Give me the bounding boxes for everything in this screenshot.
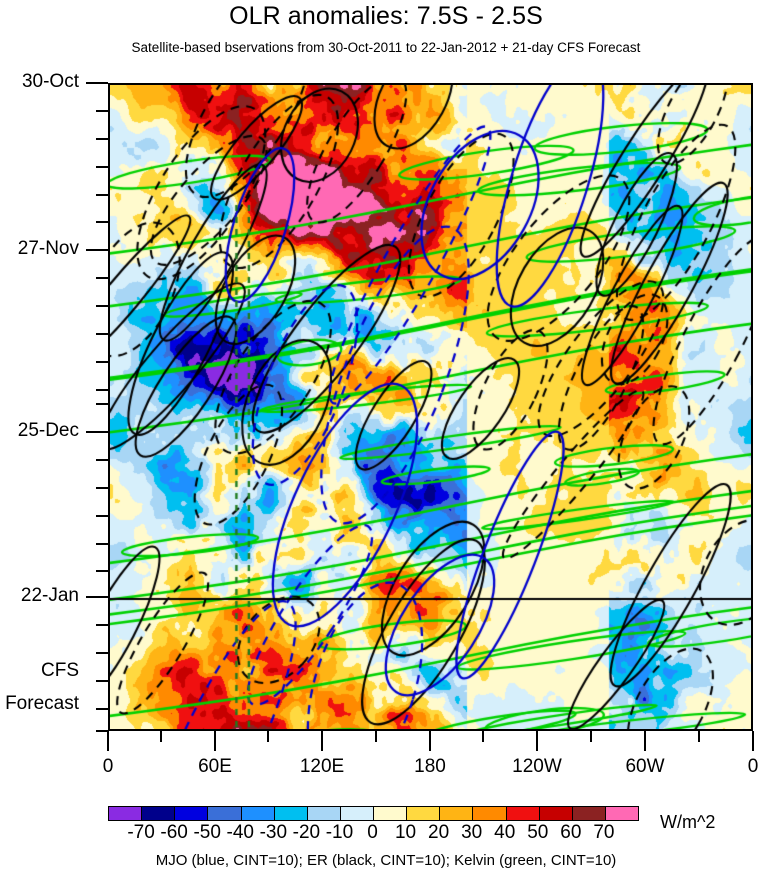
colorbar-tick-label: 40 (494, 822, 516, 843)
x-tick-major (107, 731, 109, 751)
y-tick-minor (96, 361, 108, 363)
x-tick-minor (375, 731, 377, 742)
y-tick-minor (96, 138, 108, 140)
colorbar-tick-label: -70 (127, 822, 155, 843)
y-tick-minor (96, 680, 108, 682)
colorbar-swatch (207, 807, 241, 820)
colorbar-tick-label: -50 (193, 822, 221, 843)
colorbar-tick-label: -40 (226, 822, 254, 843)
y-tick-minor (96, 389, 108, 391)
x-axis-label: 120W (512, 756, 562, 777)
colorbar-swatch (109, 807, 142, 820)
y-tick-minor (96, 305, 108, 307)
colorbar-swatch (604, 807, 638, 820)
y-tick-minor (96, 277, 108, 279)
colorbar-tick-label: 0 (367, 822, 378, 843)
colorbar-tick-label: 70 (593, 822, 615, 843)
colorbar-swatch (174, 807, 208, 820)
page-title: OLR anomalies: 7.5S - 2.5S (229, 2, 543, 30)
y-axis-label: 30-Oct (21, 71, 79, 92)
colorbar-tick-label: -60 (160, 822, 188, 843)
colorbar-swatch (538, 807, 572, 820)
colorbar-swatch (505, 807, 539, 820)
x-tick-minor (590, 731, 592, 742)
x-axis-label: 60W (625, 756, 665, 777)
x-axis-label: 120E (299, 756, 345, 777)
y-tick-minor (96, 221, 108, 223)
colorbar (108, 806, 639, 821)
wave-contour-overlay (110, 85, 751, 729)
colorbar-tick-label: 50 (527, 822, 549, 843)
y-tick-major (86, 431, 108, 433)
colorbar-tick-label: 20 (428, 822, 450, 843)
x-axis-label: 0 (102, 756, 114, 777)
y-tick-minor (96, 652, 108, 654)
colorbar-swatch (141, 807, 175, 820)
y-tick-minor (96, 730, 108, 732)
colorbar-units: W/m^2 (660, 812, 716, 832)
x-tick-major (429, 731, 431, 751)
y-tick-minor (96, 110, 108, 112)
y-axis-label: 22-Jan (20, 585, 79, 606)
y-axis-label: 25-Dec (17, 420, 79, 441)
y-tick-minor (96, 570, 108, 572)
y-tick-minor (96, 708, 108, 710)
colorbar-tick-label: -20 (292, 822, 321, 843)
colorbar-tick-label: 60 (560, 822, 582, 843)
cfs-forecast-label: CFS (41, 660, 79, 681)
plot-area (108, 83, 753, 731)
colorbar-tick-label: -10 (325, 822, 354, 843)
colorbar-swatch (571, 807, 605, 820)
x-axis-label: 0 (747, 756, 759, 777)
colorbar-swatch (406, 807, 440, 820)
y-tick-major (86, 596, 108, 598)
y-tick-major (86, 82, 108, 84)
colorbar-swatch (306, 807, 340, 820)
colorbar-tick-label: 30 (461, 822, 483, 843)
x-tick-major (214, 731, 216, 751)
y-tick-minor (96, 459, 108, 461)
x-tick-major (644, 731, 646, 751)
x-tick-major (321, 731, 323, 751)
x-tick-major (752, 731, 754, 751)
y-tick-minor (96, 515, 108, 517)
colorbar-swatch (240, 807, 274, 820)
colorbar-swatch (273, 807, 307, 820)
y-tick-minor (96, 194, 108, 196)
x-axis-label: 60E (198, 756, 232, 777)
figure-caption: MJO (blue, CINT=10); ER (black, CINT=10)… (155, 852, 617, 869)
y-axis-label: 27-Nov (17, 238, 79, 259)
colorbar-swatch (339, 807, 373, 820)
x-tick-minor (160, 731, 162, 742)
cfs-forecast-label: Forecast (5, 693, 79, 714)
y-tick-minor (96, 166, 108, 168)
x-tick-minor (267, 731, 269, 742)
y-tick-minor (96, 543, 108, 545)
y-tick-major (86, 249, 108, 251)
y-tick-minor (96, 624, 108, 626)
x-tick-major (536, 731, 538, 751)
colorbar-swatch (373, 807, 407, 820)
y-tick-minor (96, 487, 108, 489)
x-axis-label: 180 (414, 756, 446, 777)
y-tick-minor (96, 403, 108, 405)
page-subtitle: Satellite-based bservations from 30-Oct-… (131, 40, 641, 55)
colorbar-swatch (439, 807, 473, 820)
colorbar-tick-label: -30 (259, 822, 288, 843)
x-tick-minor (698, 731, 700, 742)
y-tick-minor (96, 333, 108, 335)
x-tick-minor (482, 731, 484, 742)
colorbar-tick-label: 10 (394, 822, 417, 843)
colorbar-swatch (472, 807, 506, 820)
